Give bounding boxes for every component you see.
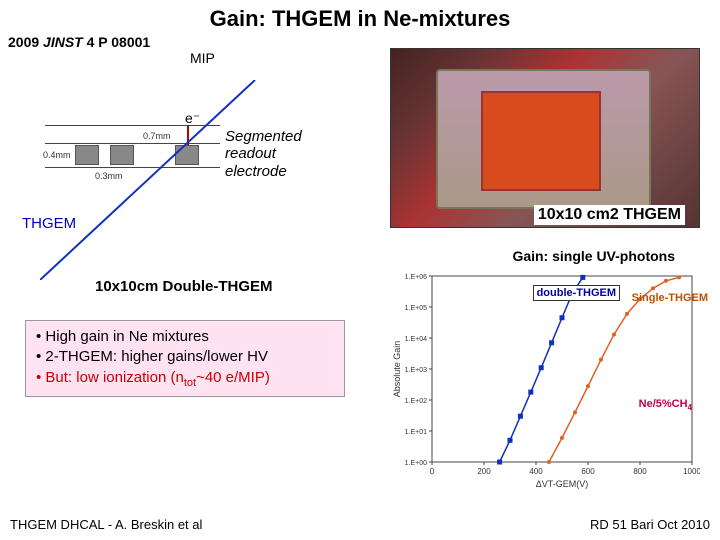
citation-ref: 4 P 08001 xyxy=(87,34,151,50)
legend-single: Single-THGEM xyxy=(632,292,708,304)
svg-text:600: 600 xyxy=(581,467,595,476)
svg-text:0: 0 xyxy=(430,467,435,476)
dim-04: 0.4mm xyxy=(43,150,71,160)
footer-right: RD 51 Bari Oct 2010 xyxy=(590,517,710,532)
svg-text:1.E+01: 1.E+01 xyxy=(405,429,427,436)
bullet-3b: ~40 e/MIP) xyxy=(196,369,270,386)
double-thgem-label: 10x10cm Double-THGEM xyxy=(95,278,273,295)
legend-gas: Ne/5%CH4 xyxy=(639,398,692,412)
thgem-label: THGEM xyxy=(22,215,76,232)
bullet-3: • But: low ionization (ntot~40 e/MIP) xyxy=(36,368,334,391)
detector-active-area xyxy=(481,91,601,191)
footer-left: THGEM DHCAL - A. Breskin et al xyxy=(10,517,202,532)
diagram-area: MIP e⁻ 0.7mm 0.4mm 0.3mm Segmented reado… xyxy=(10,50,370,280)
svg-text:1.E+04: 1.E+04 xyxy=(405,336,427,343)
svg-text:Absolute Gain: Absolute Gain xyxy=(392,341,402,398)
svg-text:200: 200 xyxy=(477,467,491,476)
bullet-3a: • But: low ionization (n xyxy=(36,369,184,386)
segmented-readout-label: Segmented readout electrode xyxy=(225,128,335,180)
legend-double: double-THGEM xyxy=(533,285,620,301)
dim-07: 0.7mm xyxy=(143,131,171,141)
dim-03: 0.3mm xyxy=(95,171,123,181)
svg-text:1.E+05: 1.E+05 xyxy=(405,305,427,312)
photo-caption: 10x10 cm2 THGEM xyxy=(534,205,685,225)
citation-journal: JINST xyxy=(43,34,83,50)
svg-text:400: 400 xyxy=(529,467,543,476)
detector-photo xyxy=(390,48,700,228)
svg-text:1000: 1000 xyxy=(683,467,700,476)
mip-label: MIP xyxy=(190,50,215,66)
legend-gas-sub: 4 xyxy=(688,403,692,412)
citation-year: 2009 xyxy=(8,34,39,50)
svg-text:1.E+00: 1.E+00 xyxy=(405,460,427,467)
bullet-2: • 2-THGEM: higher gains/lower HV xyxy=(36,347,334,367)
thgem-cross-section: 0.7mm 0.4mm 0.3mm xyxy=(45,125,225,195)
bullet-1: • High gain in Ne mixtures xyxy=(36,327,334,347)
legend-gas-text: Ne/5%CH xyxy=(639,398,688,410)
svg-text:ΔVT-GEM(V): ΔVT-GEM(V) xyxy=(536,479,589,489)
page-title: Gain: THGEM in Ne-mixtures xyxy=(0,0,720,32)
bullet-3-sub: tot xyxy=(184,377,196,389)
svg-text:1.E+02: 1.E+02 xyxy=(405,398,427,405)
chart-title: Gain: single UV-photons xyxy=(512,248,675,264)
svg-text:800: 800 xyxy=(633,467,647,476)
svg-text:1.E+03: 1.E+03 xyxy=(405,367,427,374)
bullet-box: • High gain in Ne mixtures • 2-THGEM: hi… xyxy=(25,320,345,397)
svg-text:1.E+06: 1.E+06 xyxy=(405,274,427,281)
